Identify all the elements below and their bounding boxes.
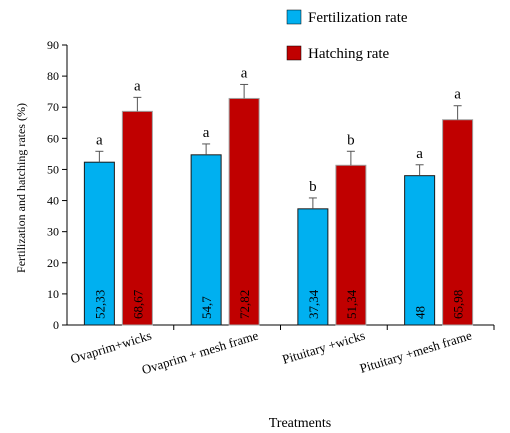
bar-hatching-4 [442, 119, 474, 326]
significance-letter: a [416, 146, 423, 162]
data-label: 48 [413, 306, 428, 319]
data-label: 72,82 [237, 290, 252, 319]
y-axis-label: Fertilization and hatching rates (%) [14, 103, 28, 273]
significance-letter: a [241, 65, 248, 81]
data-label: 54,7 [199, 296, 214, 319]
legend-label-fertilization: Fertilization rate [308, 10, 408, 26]
y-tick-label: 20 [47, 256, 59, 270]
category-label: Ovaprim + mesh frame [140, 327, 260, 377]
data-label: 51,34 [344, 289, 359, 319]
bar-fertilization-2 [190, 154, 222, 326]
category-label: Ovaprim+wicks [69, 328, 154, 367]
y-tick-label: 60 [47, 131, 59, 145]
legend: Fertilization rate Hatching rate [286, 9, 408, 62]
significance-letter: a [454, 87, 461, 103]
y-tick-label: 30 [47, 225, 59, 239]
significance-letter: a [134, 78, 141, 94]
data-label: 68,67 [130, 289, 145, 319]
bars-layer [83, 83, 474, 326]
category-label: Pituitary +mesh frame [358, 327, 474, 375]
y-tick-label: 10 [47, 287, 59, 301]
y-tick-label: 50 [47, 162, 59, 176]
significance-letter: b [347, 132, 355, 148]
data-label: 65,98 [451, 290, 466, 319]
y-tick-label: 80 [47, 69, 59, 83]
significance-letter: a [203, 125, 210, 141]
significance-letter: b [309, 179, 317, 195]
x-axis-label: Treatments [269, 416, 331, 431]
data-label: 52,33 [92, 290, 107, 319]
legend-label-hatching: Hatching rate [308, 46, 390, 62]
y-tick-label: 40 [47, 194, 59, 208]
category-label: Pituitary +wicks [280, 328, 366, 367]
y-tick-label: 90 [47, 38, 59, 52]
bar-hatching-3 [335, 164, 367, 326]
bar-fertilization-1 [83, 161, 115, 326]
y-tick-label: 70 [47, 100, 59, 114]
bar-fertilization-4 [404, 175, 436, 326]
legend-swatch-fertilization [286, 9, 302, 25]
data-label: 37,34 [306, 289, 321, 319]
legend-swatch-hatching [286, 45, 302, 61]
significance-letter: a [96, 132, 103, 148]
y-tick-label: 0 [53, 318, 59, 332]
